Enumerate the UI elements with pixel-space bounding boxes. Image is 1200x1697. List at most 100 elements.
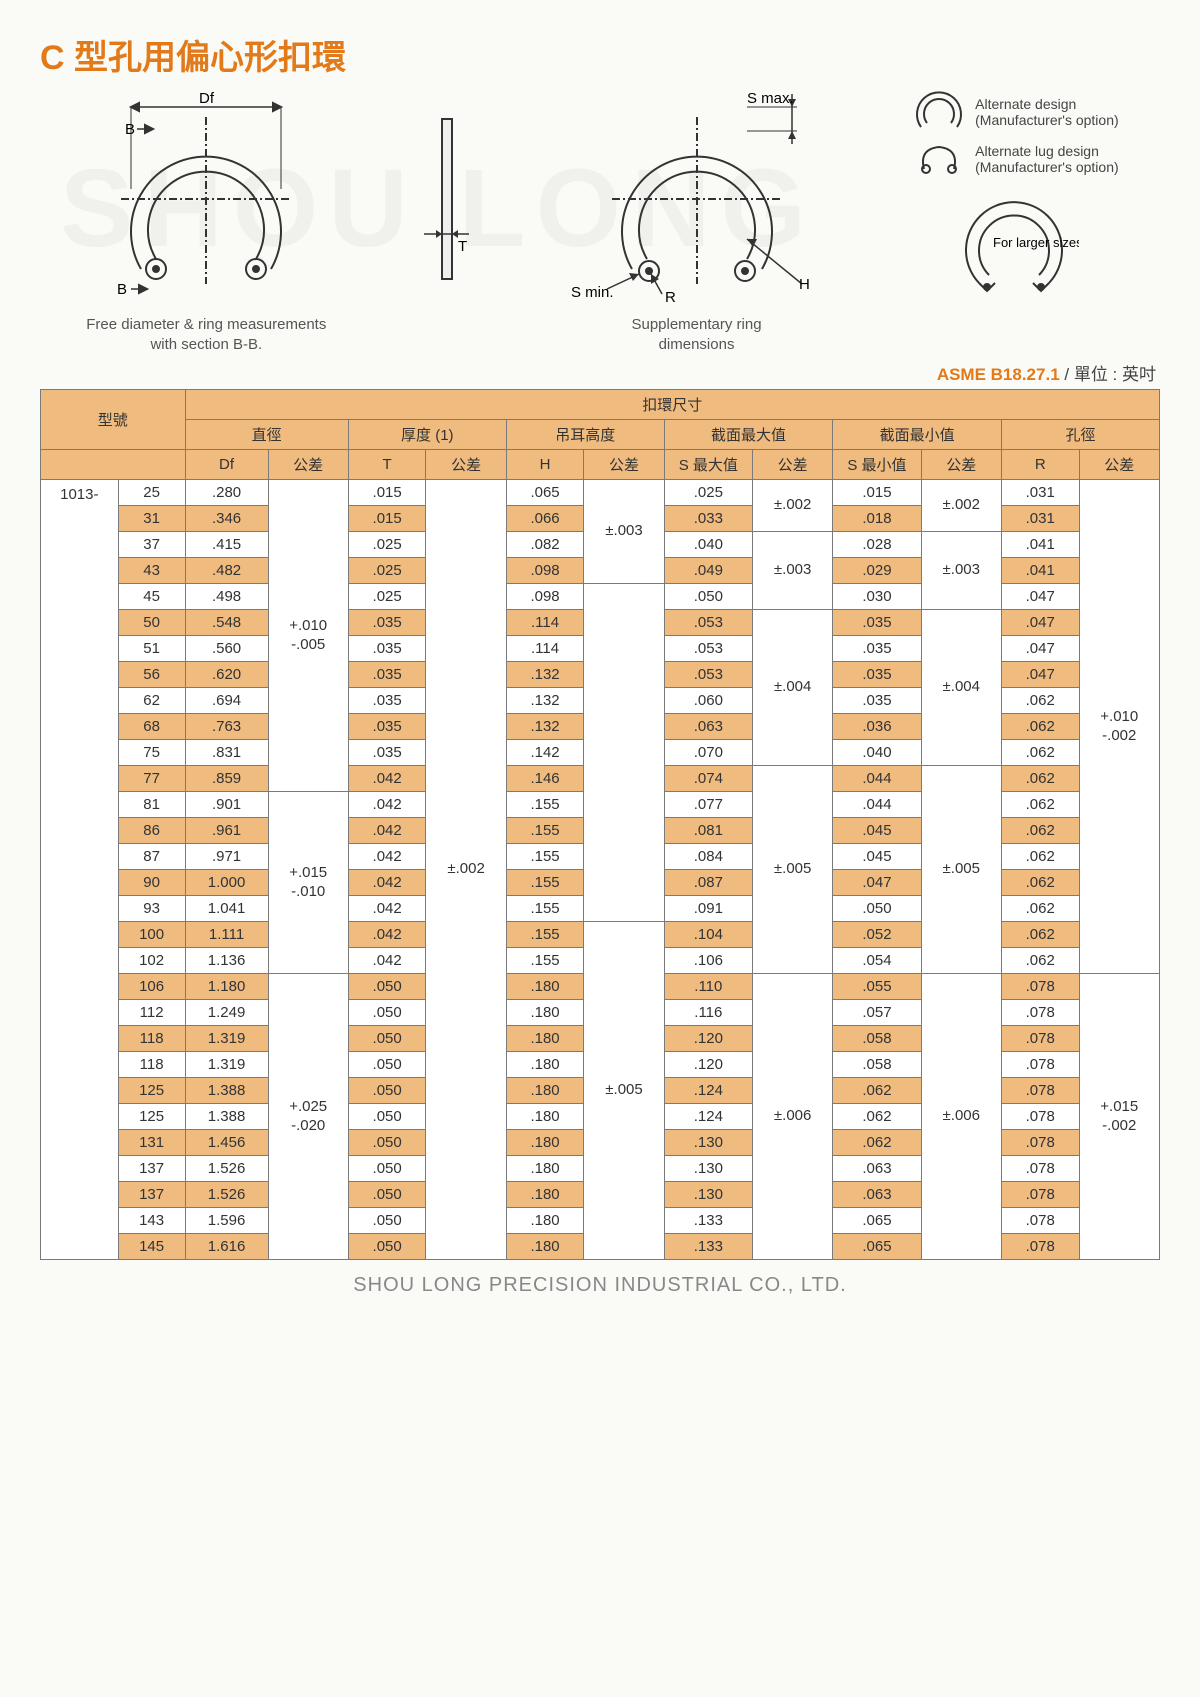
data-cell: .146 [506, 766, 584, 792]
data-cell: .082 [506, 532, 584, 558]
data-cell: .050 [348, 1052, 426, 1078]
data-cell: .035 [348, 662, 426, 688]
data-cell: .116 [664, 1000, 752, 1026]
data-cell: 1.526 [185, 1182, 268, 1208]
data-cell: .763 [185, 714, 268, 740]
data-cell: .482 [185, 558, 268, 584]
data-cell: .035 [348, 610, 426, 636]
data-cell: .498 [185, 584, 268, 610]
label-b: B [125, 121, 135, 138]
hdr-bore: 孔徑 [1001, 420, 1159, 450]
data-cell: .029 [833, 558, 921, 584]
hdr-smax2: S 最大值 [664, 450, 752, 480]
data-cell: 1.596 [185, 1208, 268, 1234]
label-alt1: Alternate design (Manufacturer's option) [975, 96, 1119, 128]
data-cell: .078 [1001, 1078, 1079, 1104]
data-cell: .971 [185, 844, 268, 870]
data-cell: .047 [1001, 610, 1079, 636]
data-cell: .081 [664, 818, 752, 844]
data-cell: .548 [185, 610, 268, 636]
data-cell: 102 [118, 948, 185, 974]
data-cell: .053 [664, 662, 752, 688]
data-cell: .035 [348, 688, 426, 714]
data-cell: .110 [664, 974, 752, 1000]
data-cell: .062 [1001, 792, 1079, 818]
hdr-lug: 吊耳高度 [506, 420, 664, 450]
data-cell: .065 [506, 480, 584, 506]
data-cell: .070 [664, 740, 752, 766]
data-cell: .280 [185, 480, 268, 506]
hdr-h: H [506, 450, 584, 480]
data-cell: .062 [833, 1130, 921, 1156]
data-cell: .155 [506, 870, 584, 896]
unit-label: / 單位 : 英吋 [1060, 365, 1156, 384]
data-cell: .044 [833, 792, 921, 818]
asme-code: ASME B18.27.1 [937, 365, 1060, 384]
data-cell: 112 [118, 1000, 185, 1026]
data-cell: .028 [833, 532, 921, 558]
data-cell: .047 [833, 870, 921, 896]
page-title: C 型孔用偏心形扣環 [40, 30, 1160, 79]
data-cell: 1.111 [185, 922, 268, 948]
tolerance-cell [584, 584, 664, 922]
data-cell: 50 [118, 610, 185, 636]
data-cell: .044 [833, 766, 921, 792]
tolerance-cell: +.010 -.002 [1079, 480, 1159, 974]
data-cell: .346 [185, 506, 268, 532]
data-cell: .130 [664, 1182, 752, 1208]
data-cell: .050 [348, 1000, 426, 1026]
data-cell: .025 [664, 480, 752, 506]
data-cell: .062 [1001, 844, 1079, 870]
tolerance-cell: ±.002 [426, 480, 506, 1260]
data-cell: 125 [118, 1078, 185, 1104]
data-cell: .025 [348, 558, 426, 584]
label-df: Df [199, 90, 215, 107]
data-cell: .047 [1001, 584, 1079, 610]
data-cell: .180 [506, 1182, 584, 1208]
data-cell: .078 [1001, 1052, 1079, 1078]
data-cell: .155 [506, 818, 584, 844]
label-t: T [458, 238, 467, 255]
hdr-tol-3: 公差 [584, 450, 664, 480]
data-cell: 45 [118, 584, 185, 610]
data-cell: .054 [833, 948, 921, 974]
hdr-dia: 直徑 [185, 420, 348, 450]
data-cell: .040 [664, 532, 752, 558]
data-cell: .084 [664, 844, 752, 870]
data-cell: .047 [1001, 636, 1079, 662]
label-larger: For larger sizes [993, 235, 1079, 250]
data-cell: .050 [348, 1234, 426, 1260]
data-cell: .050 [348, 1208, 426, 1234]
tolerance-cell: ±.005 [753, 766, 833, 974]
data-cell: .035 [833, 636, 921, 662]
data-cell: 1.041 [185, 896, 268, 922]
tolerance-cell: ±.002 [753, 480, 833, 532]
data-cell: 1.388 [185, 1104, 268, 1130]
data-cell: 1.180 [185, 974, 268, 1000]
data-cell: 86 [118, 818, 185, 844]
data-cell: .036 [833, 714, 921, 740]
tolerance-cell: ±.005 [584, 922, 664, 1260]
data-cell: .035 [833, 662, 921, 688]
hdr-smax: 截面最大值 [664, 420, 833, 450]
data-cell: 87 [118, 844, 185, 870]
data-cell: 81 [118, 792, 185, 818]
data-cell: .041 [1001, 532, 1079, 558]
data-cell: .078 [1001, 1104, 1079, 1130]
data-cell: 118 [118, 1052, 185, 1078]
data-cell: .078 [1001, 1234, 1079, 1260]
data-cell: .058 [833, 1052, 921, 1078]
data-cell: .106 [664, 948, 752, 974]
data-cell: .620 [185, 662, 268, 688]
data-cell: 31 [118, 506, 185, 532]
data-cell: .078 [1001, 1000, 1079, 1026]
data-cell: .045 [833, 844, 921, 870]
data-cell: .015 [348, 480, 426, 506]
data-cell: 37 [118, 532, 185, 558]
data-cell: .180 [506, 1208, 584, 1234]
caption-left: Free diameter & ring measurements with s… [81, 315, 331, 354]
hdr-ringsize: 扣環尺寸 [185, 390, 1159, 420]
label-b2: B [117, 281, 127, 298]
data-cell: 106 [118, 974, 185, 1000]
hdr-tol-1: 公差 [268, 450, 348, 480]
